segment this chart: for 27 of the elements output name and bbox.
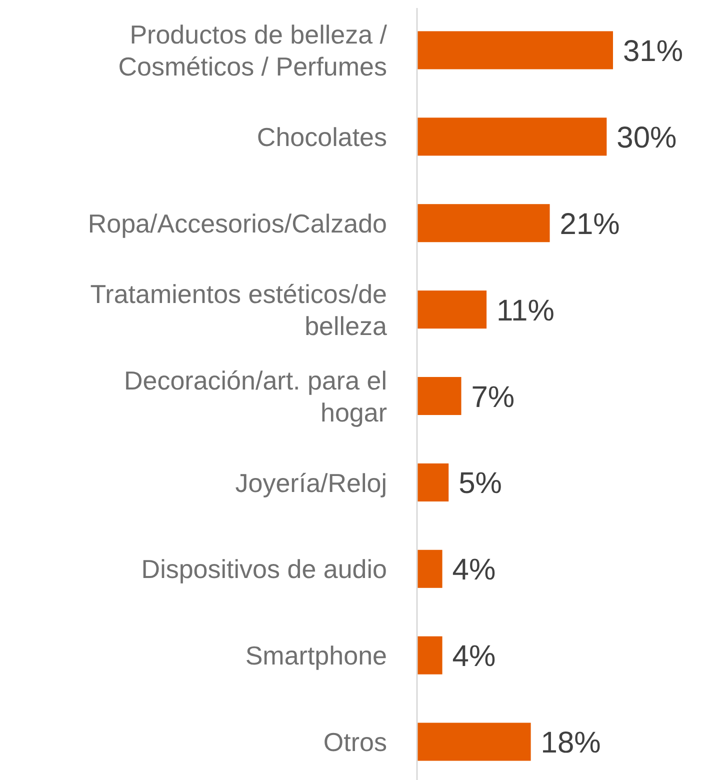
y-tick-label: Chocolates (256, 122, 387, 152)
bar (417, 204, 550, 242)
data-label: 30% (616, 121, 677, 154)
data-label: 11% (496, 294, 554, 328)
y-tick-label: Tratamientos estéticos/de belleza (90, 278, 388, 341)
data-label: 18% (540, 726, 601, 760)
y-tick-label: Otros (323, 727, 387, 758)
y-tick-label: Ropa/Accesorios/Calzado (88, 208, 387, 238)
data-label: 7% (471, 380, 515, 414)
bar (417, 376, 462, 416)
data-label: 21% (560, 208, 620, 241)
bar (417, 31, 613, 70)
bar (417, 722, 531, 761)
data-label: 4% (452, 554, 496, 587)
y-tick-label: Joyería/Reloj (235, 468, 387, 498)
y-tick-label: Productos de belleza / Cosméticos / Perfumes (118, 20, 388, 82)
y-tick-label: Smartphone (245, 640, 387, 671)
bar (417, 636, 442, 674)
bar (417, 463, 449, 502)
bar (417, 550, 442, 588)
bar (417, 118, 607, 156)
y-tick-label: Dispositivos de audio (141, 554, 387, 584)
data-label: 4% (452, 640, 496, 674)
bar (417, 290, 487, 329)
data-label: 5% (458, 467, 502, 500)
data-label: 31% (623, 35, 684, 68)
y-tick-label: Decoración/art. para el hogar (124, 365, 388, 428)
